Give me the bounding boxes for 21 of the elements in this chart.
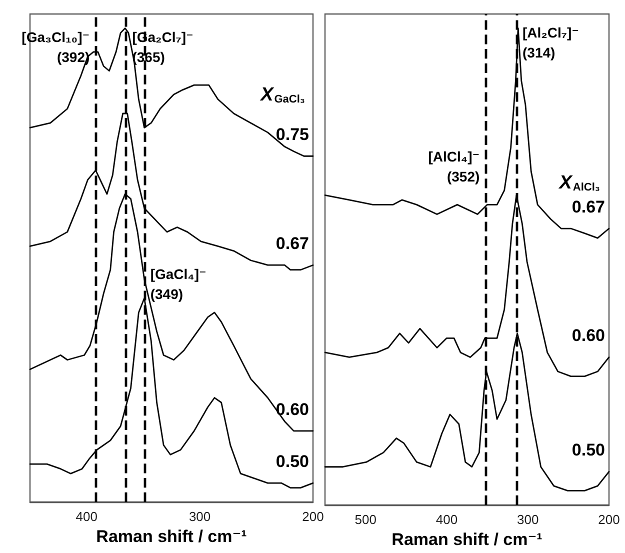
ref-line-label: [GaCl₄]⁻ (349) bbox=[150, 266, 206, 302]
series-label: 0.67 bbox=[276, 234, 309, 254]
x-tick-label: 300 bbox=[188, 509, 211, 524]
series-label: 0.50 bbox=[572, 440, 605, 460]
legend-title: XAlCl₃ bbox=[558, 172, 600, 194]
ref-line-label: [AlCl₄]⁻ (352) bbox=[428, 148, 480, 185]
x-tick-label: 200 bbox=[302, 509, 324, 524]
x-axis-title: Raman shift / cm⁻¹ bbox=[392, 530, 543, 549]
series-label: 0.60 bbox=[572, 326, 605, 346]
series-label: 0.67 bbox=[572, 198, 605, 217]
series-label: 0.60 bbox=[276, 400, 309, 419]
x-tick-label: 200 bbox=[598, 512, 620, 527]
legend-title: XGaCl₃ bbox=[260, 84, 306, 106]
x-tick-label: 300 bbox=[517, 512, 539, 527]
series-label: 0.50 bbox=[276, 452, 309, 472]
series-label: 0.75 bbox=[276, 125, 309, 144]
x-tick-label: 500 bbox=[354, 512, 376, 527]
ref-line-label: [Al₂Cl₇]⁻ (314) bbox=[522, 24, 580, 61]
x-tick-label: 400 bbox=[76, 509, 98, 524]
x-axis-title: Raman shift / cm⁻¹ bbox=[96, 526, 248, 546]
x-tick-label: 400 bbox=[436, 512, 458, 527]
